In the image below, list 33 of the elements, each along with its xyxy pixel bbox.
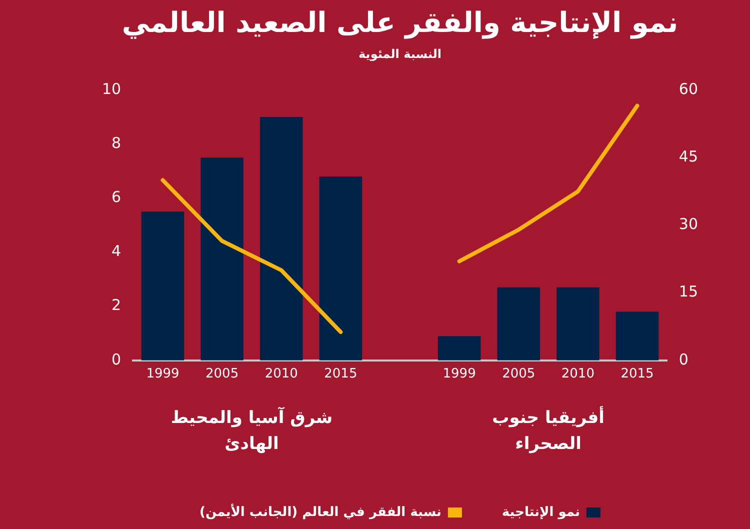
x-tick-label: 2015 <box>324 366 358 382</box>
bar <box>200 158 244 360</box>
x-tick-label: 2005 <box>206 366 239 382</box>
y-tick-label: 4 <box>112 242 122 260</box>
text: أفريقيا جنوب الصحراء <box>492 406 604 454</box>
y2-tick-label: 15 <box>678 282 698 301</box>
y-tick-label: 8 <box>112 134 122 152</box>
y2-tick-label: 30 <box>678 215 698 234</box>
y-tick-label: 0 <box>112 350 122 368</box>
legend-label: نسبة الفقر في العالم (الجانب الأيمن) <box>200 502 442 520</box>
y-tick-label: 2 <box>112 296 122 314</box>
bar <box>260 117 303 360</box>
x-tick-label: 2010 <box>561 366 594 382</box>
y-tick-label: 10 <box>102 80 122 98</box>
y2-tick-label: 60 <box>678 80 698 98</box>
x-tick-label: 1999 <box>146 366 180 382</box>
chart-title: نمو الإنتاجية والفقر على الصعيد العالمي <box>122 6 678 40</box>
x-tick-label: 2015 <box>620 366 654 382</box>
x-tick-label: 2005 <box>502 366 536 382</box>
x-tick-label: 2010 <box>264 366 298 382</box>
bar <box>141 212 184 360</box>
bar <box>497 287 540 360</box>
x-tick-label: 1999 <box>442 366 476 382</box>
legend-label: نمو الإنتاجية <box>502 504 580 520</box>
chart-subtitle: النسبة المئوية <box>358 46 442 61</box>
bar <box>319 176 362 360</box>
bar <box>556 287 600 360</box>
text: شرق آسيا والمحيط الهادئ <box>170 406 333 454</box>
y2-tick-label: 0 <box>678 350 688 368</box>
bar <box>438 336 481 360</box>
y-tick-label: 6 <box>112 188 122 206</box>
bar <box>616 312 659 360</box>
y2-tick-label: 45 <box>678 147 698 166</box>
